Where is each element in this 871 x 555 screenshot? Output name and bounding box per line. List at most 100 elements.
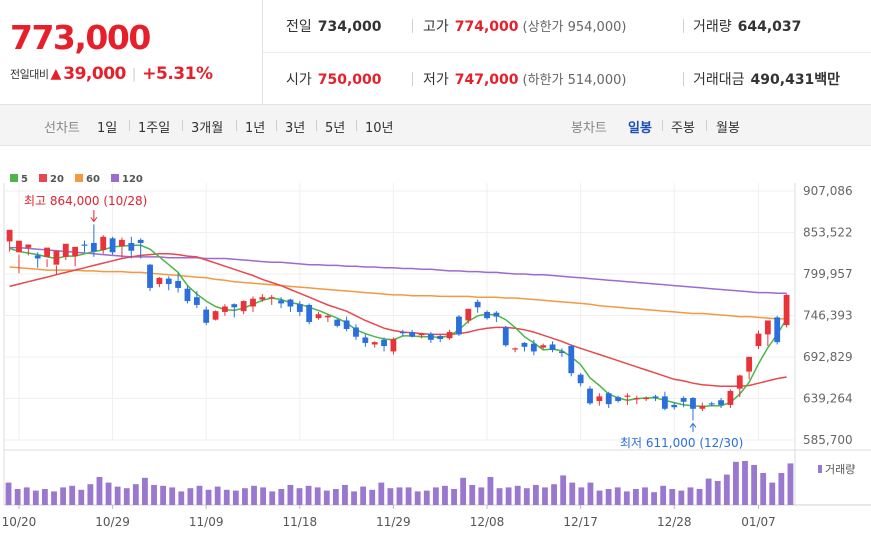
tab-5y[interactable]: 5년 (325, 121, 346, 136)
open-value: 750,000 (317, 72, 382, 88)
volume-bar (278, 489, 285, 505)
volume-bar (714, 481, 721, 505)
candle-body (353, 327, 359, 337)
volume-bar (14, 489, 21, 505)
volume-bar (678, 490, 685, 505)
ma5-line (9, 244, 788, 408)
volume-bar (160, 485, 167, 505)
candle-body (53, 250, 60, 265)
candle-body (399, 332, 406, 334)
volume-bar (60, 487, 67, 505)
volume-bar (342, 485, 348, 505)
tab-daily[interactable]: 일봉 (628, 121, 652, 136)
volume-bar (332, 489, 339, 505)
volume-bar (387, 488, 394, 505)
lower-limit: (하한가 514,000) (522, 73, 627, 88)
legend-swatch (39, 174, 47, 182)
candle-body (62, 243, 69, 257)
candle-body (736, 375, 743, 389)
current-price: 773,000 (10, 18, 151, 57)
volume-bar (632, 489, 639, 505)
volume-bar (42, 489, 48, 505)
divider (182, 120, 183, 131)
candle-body (315, 314, 322, 319)
tab-monthly[interactable]: 월봉 (716, 121, 740, 136)
volume-bar (32, 490, 39, 505)
candle-body (268, 297, 275, 299)
candle-body (109, 238, 116, 253)
candle-body (278, 300, 284, 304)
candle-body (437, 335, 444, 340)
candle-body (34, 255, 41, 259)
volume-bar (769, 482, 776, 505)
x-tick-label: 11/18 (283, 515, 318, 529)
volume-bar (69, 485, 76, 505)
chart-tab-bar: 선차트 1일 1주일 3개월 1년 3년 5년 10년 봉차트 일봉 주봉 월봉 (0, 105, 871, 146)
candle-body (540, 345, 547, 348)
volume-bar (442, 485, 448, 505)
tab-1y[interactable]: 1년 (245, 121, 266, 136)
high-value: 774,000 (454, 19, 519, 35)
volume-bar (369, 489, 376, 505)
row-divider (263, 52, 871, 53)
candle-body (502, 327, 509, 346)
y-tick-label: 799,957 (803, 267, 853, 281)
tab-10y[interactable]: 10년 (365, 121, 394, 136)
volume-bar (51, 491, 57, 505)
volume-bar (323, 490, 330, 505)
candle-body (615, 397, 621, 402)
candle-body (343, 320, 350, 329)
candle-body (175, 280, 182, 288)
candle-body (390, 339, 397, 352)
tab-3m[interactable]: 3개월 (191, 121, 224, 136)
candle-body (212, 311, 219, 320)
candle-body (6, 229, 13, 242)
legend-label: 60 (86, 174, 100, 185)
tab-weekly[interactable]: 주봉 (671, 121, 695, 136)
candle-body (708, 403, 715, 405)
volume-bar (351, 491, 357, 505)
x-tick-label: 11/09 (189, 515, 224, 529)
candle-body (456, 316, 462, 335)
volume-bar (151, 485, 157, 505)
change-label: 전일대비 (10, 68, 49, 81)
volume-bar (187, 488, 194, 505)
volume-bar (96, 477, 103, 505)
candle-body (184, 288, 191, 302)
ma20-line (9, 253, 787, 388)
volume-bar (705, 478, 712, 505)
candle-body (119, 239, 125, 247)
tab-line-chart[interactable]: 선차트 (44, 121, 80, 136)
volume-bar (669, 489, 676, 505)
volume-bar (560, 475, 567, 505)
tab-1d[interactable]: 1일 (97, 121, 118, 136)
candle-body (16, 240, 22, 253)
volume-bar (114, 486, 121, 505)
candle-body (90, 242, 97, 252)
x-tick-label: 11/29 (376, 515, 411, 529)
candle-body (81, 244, 88, 246)
volume-bar (178, 491, 185, 505)
volume-bar (542, 487, 548, 505)
candle-body (624, 395, 631, 397)
volume-bar (251, 485, 257, 505)
volume-bar (660, 485, 667, 505)
divider (129, 120, 130, 131)
volume-bar (751, 465, 757, 505)
volume-bar (314, 487, 321, 505)
ma60-line (9, 266, 787, 320)
tab-1w[interactable]: 1주일 (138, 121, 171, 136)
volume-bar (742, 461, 748, 505)
volume-bar (142, 477, 148, 505)
candle-body (764, 320, 771, 335)
x-tick-label: 12/08 (470, 515, 505, 529)
candle-body (633, 397, 640, 400)
tab-3y[interactable]: 3년 (285, 121, 306, 136)
up-triangle-icon: ▲ (50, 66, 62, 82)
tab-candle-chart[interactable]: 봉차트 (571, 121, 607, 136)
divider (412, 19, 413, 33)
volume-bar (469, 485, 476, 505)
volume-bar (78, 489, 85, 505)
volume-bar (105, 482, 112, 505)
volume-value: 644,037 (737, 19, 802, 35)
